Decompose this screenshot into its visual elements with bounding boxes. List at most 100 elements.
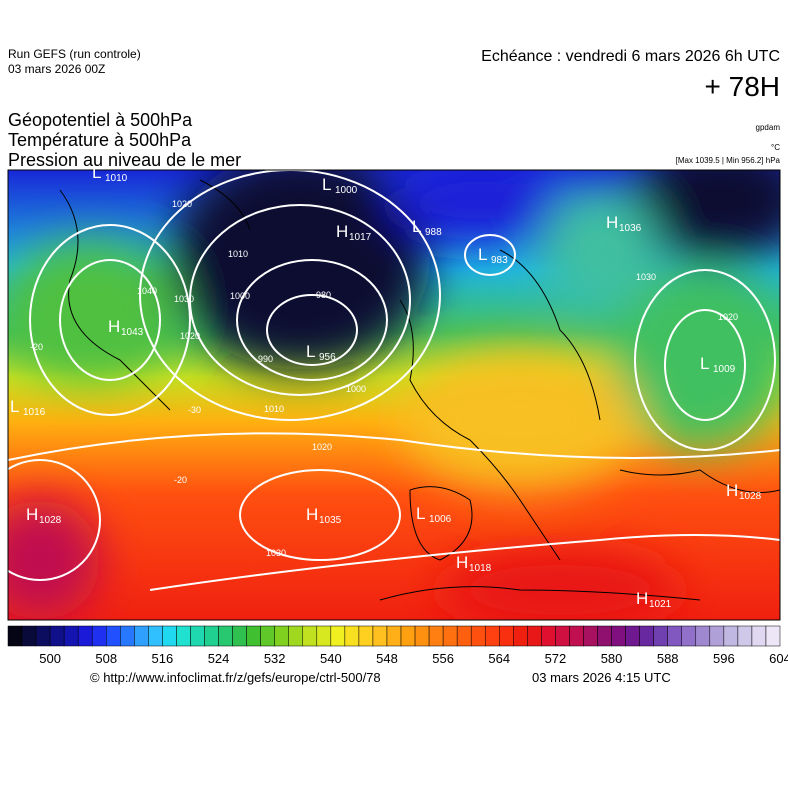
colorbar-label: 516 xyxy=(152,651,174,666)
colorbar-swatch xyxy=(513,625,528,647)
colorbar-label: 580 xyxy=(601,651,623,666)
run-date: 03 mars 2026 00Z xyxy=(8,62,105,76)
colorbar-swatch xyxy=(288,625,304,647)
colorbar-swatch xyxy=(653,625,668,647)
isobar-label: 1000 xyxy=(346,384,366,394)
center-letter: L xyxy=(478,245,487,264)
center-value: 983 xyxy=(491,255,508,266)
isobar-label: -20 xyxy=(174,475,187,485)
colorbar-swatch xyxy=(302,625,318,647)
colorbar-label: 508 xyxy=(95,651,117,666)
colorbar-swatch xyxy=(260,625,275,647)
colorbar-swatch xyxy=(63,625,79,647)
center-letter: H xyxy=(306,505,318,524)
isobar-label: 980 xyxy=(316,290,331,300)
colorbar-swatch xyxy=(527,625,542,647)
colorbar-label: 548 xyxy=(376,651,398,666)
center-value: 1006 xyxy=(429,514,452,525)
lead-time: + 78H xyxy=(705,71,781,102)
isobar-label: 1020 xyxy=(172,199,192,209)
run-label: Run GEFS (run controle) xyxy=(8,47,141,61)
center-letter: L xyxy=(10,397,19,416)
colorbar-swatch xyxy=(91,625,107,647)
colorbar-swatch xyxy=(372,625,388,647)
colorbar-label: 564 xyxy=(488,651,510,666)
isobar-label: 1020 xyxy=(312,442,332,452)
colorbar-swatch xyxy=(330,625,346,647)
center-value: 1028 xyxy=(39,515,62,526)
colorbar-swatch xyxy=(176,625,191,647)
center-value: 1010 xyxy=(105,173,128,184)
colorbar-swatch xyxy=(597,625,612,647)
colorbar-swatch xyxy=(344,625,360,647)
isobar-label: 1030 xyxy=(636,272,656,282)
colorbar-swatch xyxy=(232,625,247,647)
center-value: 956 xyxy=(319,352,336,363)
colorbar-swatch xyxy=(667,625,682,647)
colorbar-swatch xyxy=(134,625,149,647)
center-value: 1035 xyxy=(319,515,342,526)
colorbar-swatch xyxy=(765,625,781,647)
colorbar-swatch xyxy=(737,625,753,647)
colorbar-swatch xyxy=(274,625,289,647)
center-value: 1018 xyxy=(469,563,492,574)
title-line: Géopotentiel à 500hPa xyxy=(8,110,193,130)
isobar-label: 1020 xyxy=(180,331,200,341)
isobars xyxy=(8,170,780,591)
colorbar-swatch xyxy=(541,625,556,647)
center-value: 1021 xyxy=(649,599,672,610)
colorbar-swatch xyxy=(49,625,65,647)
center-letter: L xyxy=(416,504,425,523)
colorbar-label: 500 xyxy=(39,651,61,666)
colorbar-swatch xyxy=(681,625,697,647)
title-line: Température à 500hPa xyxy=(8,130,192,150)
colorbar-label: 540 xyxy=(320,651,342,666)
center-letter: H xyxy=(726,481,738,500)
center-letter: H xyxy=(336,222,348,241)
center-value: 988 xyxy=(425,227,442,238)
colorbar-label: 604 xyxy=(769,651,788,666)
center-value: 1028 xyxy=(739,491,762,502)
colorbar-label: 596 xyxy=(713,651,735,666)
colorbar-label: 532 xyxy=(264,651,286,666)
footer-time: 03 mars 2026 4:15 UTC xyxy=(532,670,671,685)
colorbar-swatch xyxy=(456,625,472,647)
isobar-label: 1040 xyxy=(137,286,157,296)
colorbar-swatch xyxy=(611,625,626,647)
colorbar-swatch xyxy=(639,625,654,647)
colorbar-swatch xyxy=(218,625,233,647)
center-letter: L xyxy=(92,163,101,182)
center-value: 1009 xyxy=(713,364,736,375)
center-letter: H xyxy=(636,589,648,608)
center-value: 1017 xyxy=(349,232,372,243)
colorbar-swatch xyxy=(358,625,374,647)
isobar-label: 990 xyxy=(258,354,273,364)
colorbar-swatch xyxy=(204,625,219,647)
center-letter: H xyxy=(606,213,618,232)
center-value: 1043 xyxy=(121,327,144,338)
colorbar-swatch xyxy=(120,625,135,647)
center-value: 1000 xyxy=(335,185,358,196)
colorbar-swatch xyxy=(428,625,444,647)
colorbar-swatch xyxy=(695,625,711,647)
colorbar-swatch xyxy=(625,625,640,647)
center-letter: L xyxy=(322,175,331,194)
colorbar-swatch xyxy=(246,625,261,647)
map-frame xyxy=(7,169,781,621)
colorbar-swatch xyxy=(148,625,163,647)
colorbar-swatch xyxy=(386,625,402,647)
center-letter: H xyxy=(26,505,38,524)
isobar-label: 1010 xyxy=(228,249,248,259)
center-letter: L xyxy=(412,217,421,236)
echeance: Echéance : vendredi 6 mars 2026 6h UTC xyxy=(481,48,780,65)
colorbar-swatch xyxy=(751,625,767,647)
colorbar-swatch xyxy=(709,625,725,647)
isobar-label: 1030 xyxy=(174,294,194,304)
colorbar-swatch xyxy=(484,625,500,647)
center-letter: H xyxy=(456,553,468,572)
colorbar-label: 572 xyxy=(545,651,567,666)
isobar-label: 1000 xyxy=(230,291,250,301)
center-value: 1016 xyxy=(23,407,46,418)
